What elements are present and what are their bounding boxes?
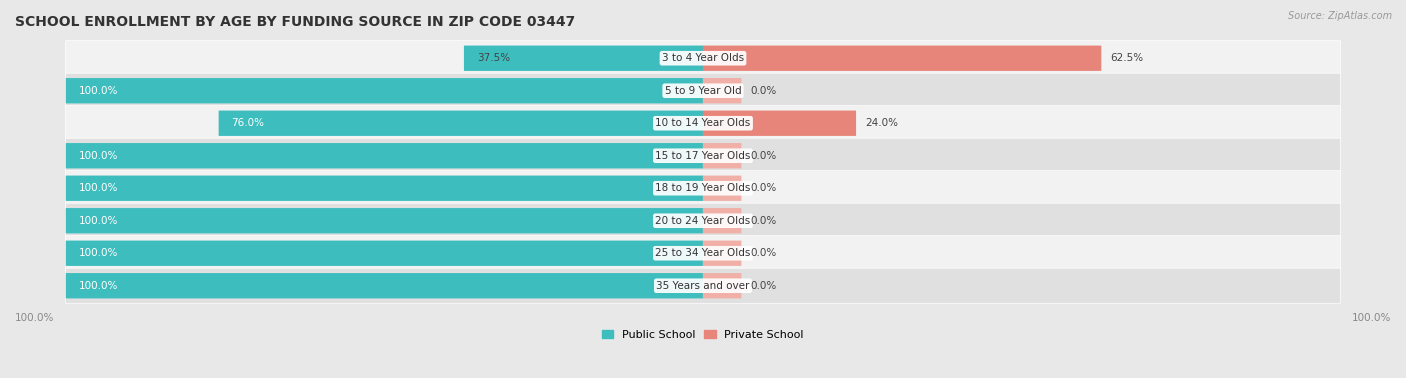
Text: 0.0%: 0.0%: [751, 281, 778, 291]
Text: Source: ZipAtlas.com: Source: ZipAtlas.com: [1288, 11, 1392, 21]
Text: 0.0%: 0.0%: [751, 86, 778, 96]
FancyBboxPatch shape: [66, 208, 703, 233]
FancyBboxPatch shape: [703, 143, 741, 169]
Text: 5 to 9 Year Old: 5 to 9 Year Old: [665, 86, 741, 96]
Text: 20 to 24 Year Olds: 20 to 24 Year Olds: [655, 216, 751, 226]
Text: 100.0%: 100.0%: [79, 86, 118, 96]
Text: 3 to 4 Year Olds: 3 to 4 Year Olds: [662, 53, 744, 63]
FancyBboxPatch shape: [66, 240, 703, 266]
Text: 15 to 17 Year Olds: 15 to 17 Year Olds: [655, 151, 751, 161]
Text: 24.0%: 24.0%: [866, 118, 898, 128]
Text: 37.5%: 37.5%: [477, 53, 510, 63]
Text: 35 Years and over: 35 Years and over: [657, 281, 749, 291]
Text: SCHOOL ENROLLMENT BY AGE BY FUNDING SOURCE IN ZIP CODE 03447: SCHOOL ENROLLMENT BY AGE BY FUNDING SOUR…: [15, 15, 575, 29]
FancyBboxPatch shape: [66, 268, 1340, 303]
Legend: Public School, Private School: Public School, Private School: [598, 325, 808, 344]
FancyBboxPatch shape: [703, 110, 856, 136]
FancyBboxPatch shape: [703, 46, 1101, 71]
Text: 10 to 14 Year Olds: 10 to 14 Year Olds: [655, 118, 751, 128]
Text: 18 to 19 Year Olds: 18 to 19 Year Olds: [655, 183, 751, 193]
FancyBboxPatch shape: [66, 78, 703, 104]
Text: 62.5%: 62.5%: [1111, 53, 1144, 63]
FancyBboxPatch shape: [703, 78, 741, 104]
Text: 100.0%: 100.0%: [79, 216, 118, 226]
Text: 0.0%: 0.0%: [751, 151, 778, 161]
FancyBboxPatch shape: [703, 208, 741, 233]
FancyBboxPatch shape: [66, 171, 1340, 206]
FancyBboxPatch shape: [66, 41, 1340, 76]
FancyBboxPatch shape: [703, 175, 741, 201]
FancyBboxPatch shape: [464, 46, 703, 71]
FancyBboxPatch shape: [66, 273, 703, 298]
Text: 100.0%: 100.0%: [15, 313, 55, 323]
Text: 25 to 34 Year Olds: 25 to 34 Year Olds: [655, 248, 751, 258]
Text: 100.0%: 100.0%: [79, 281, 118, 291]
FancyBboxPatch shape: [703, 240, 741, 266]
Text: 76.0%: 76.0%: [232, 118, 264, 128]
Text: 0.0%: 0.0%: [751, 248, 778, 258]
FancyBboxPatch shape: [219, 110, 703, 136]
Text: 100.0%: 100.0%: [79, 151, 118, 161]
FancyBboxPatch shape: [66, 203, 1340, 238]
FancyBboxPatch shape: [66, 143, 703, 169]
FancyBboxPatch shape: [66, 138, 1340, 173]
FancyBboxPatch shape: [66, 175, 703, 201]
Text: 100.0%: 100.0%: [79, 248, 118, 258]
Text: 100.0%: 100.0%: [79, 183, 118, 193]
Text: 100.0%: 100.0%: [1351, 313, 1391, 323]
FancyBboxPatch shape: [66, 106, 1340, 141]
FancyBboxPatch shape: [703, 273, 741, 298]
FancyBboxPatch shape: [66, 236, 1340, 271]
Text: 0.0%: 0.0%: [751, 183, 778, 193]
Text: 0.0%: 0.0%: [751, 216, 778, 226]
FancyBboxPatch shape: [66, 73, 1340, 108]
